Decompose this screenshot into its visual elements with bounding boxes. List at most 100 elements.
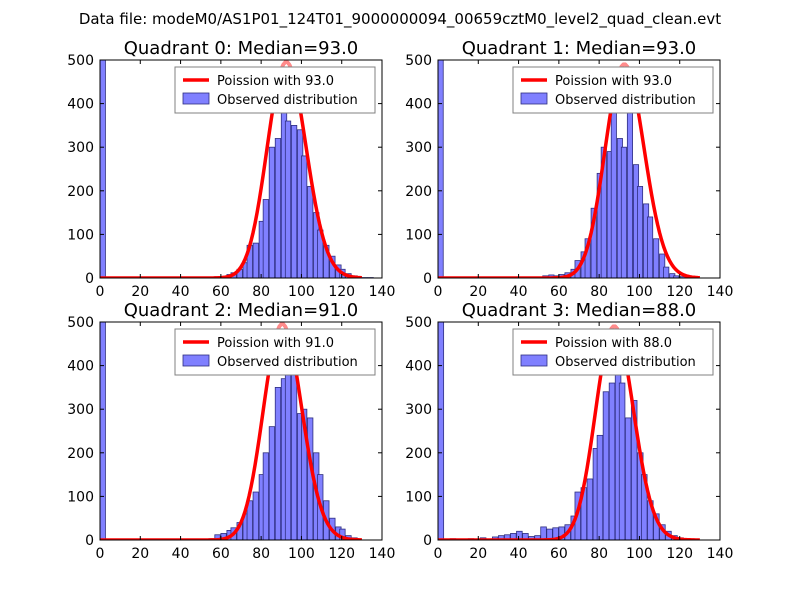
x-tick-label: 80	[590, 284, 608, 300]
x-tick-label: 60	[212, 284, 230, 300]
y-tick-label: 100	[405, 489, 432, 505]
y-tick-label: 200	[405, 446, 432, 462]
y-tick-label: 0	[423, 271, 432, 287]
histogram-bar	[290, 365, 298, 540]
histogram-bar	[301, 155, 308, 278]
x-tick-label: 100	[626, 546, 653, 562]
x-tick-label: 0	[96, 546, 105, 562]
histogram-bar	[268, 146, 276, 278]
y-tick-label: 0	[85, 533, 94, 549]
poisson-curve	[100, 60, 362, 278]
x-tick-label: 40	[172, 284, 190, 300]
histogram-bar	[540, 526, 547, 540]
histogram-bar	[510, 533, 517, 540]
y-tick-label: 500	[67, 315, 94, 331]
legend-label-poisson: Poission with 88.0	[555, 336, 672, 351]
legend-bar-swatch	[182, 92, 210, 105]
y-tick-label: 300	[67, 402, 94, 418]
legend-label-poisson: Poission with 93.0	[555, 74, 672, 89]
histogram-bar	[307, 186, 314, 278]
legend-label-observed: Observed distribution	[217, 355, 358, 370]
histogram-bar	[659, 253, 666, 278]
x-tick-label: 0	[434, 284, 443, 300]
legend-box	[174, 66, 376, 114]
x-tick-label: 100	[626, 284, 653, 300]
y-tick-label: 500	[405, 53, 432, 69]
legend: Poission with 91.0 Observed distribution	[174, 328, 376, 376]
legend-box	[174, 328, 376, 376]
axes-frame	[99, 321, 383, 541]
histogram-bar	[284, 369, 292, 540]
x-tick-label: 120	[328, 284, 355, 300]
panel-quadrant-3: 0 20 40 60 80 100 120 140 0 100 200 300 400 500 Quadra…	[405, 300, 733, 562]
y-tick-label: 0	[423, 533, 432, 549]
poisson-curve	[100, 322, 362, 540]
histogram-bar	[637, 186, 644, 278]
legend: Poission with 93.0 Observed distribution	[174, 66, 376, 114]
legend-box	[512, 66, 714, 114]
axes-frame	[437, 59, 721, 279]
x-tick-label: 140	[369, 284, 396, 300]
histogram-bar	[673, 275, 680, 278]
y-tick-label: 400	[405, 359, 432, 375]
histogram-bar	[284, 120, 292, 278]
x-tick-label: 100	[288, 284, 315, 300]
x-tick-label: 80	[252, 546, 270, 562]
histogram-bar	[522, 533, 529, 540]
legend-label-poisson: Poission with 91.0	[217, 336, 334, 351]
histogram-bar	[214, 534, 221, 540]
histogram-bar	[586, 478, 594, 540]
x-tick-label: 20	[469, 284, 487, 300]
poisson-curve	[438, 62, 700, 278]
y-tick-label: 500	[405, 315, 432, 331]
y-tick-label: 200	[67, 184, 94, 200]
histogram-bar	[252, 242, 259, 278]
axes-frame	[99, 59, 383, 279]
histogram-bar	[618, 382, 626, 540]
histogram-bar	[516, 530, 523, 540]
y-tick-label: 200	[405, 184, 432, 200]
x-tick-label: 80	[252, 284, 270, 300]
x-tick-label: 140	[369, 546, 396, 562]
y-tick-label: 100	[67, 227, 94, 243]
panel-quadrant-0: 0 20 40 60 80 100 120 140 0 100 200 300 400 500 Quadra…	[67, 38, 395, 300]
y-tick-label: 0	[85, 271, 94, 287]
histogram-bar	[647, 216, 654, 278]
legend-box	[512, 328, 714, 376]
legend-label-observed: Observed distribution	[555, 93, 696, 108]
x-tick-label: 100	[288, 546, 315, 562]
legend: Poission with 88.0 Observed distribution	[512, 328, 714, 376]
y-tick-label: 400	[405, 97, 432, 113]
y-tick-label: 100	[67, 489, 94, 505]
legend-label-observed: Observed distribution	[555, 355, 696, 370]
y-tick-label: 300	[405, 140, 432, 156]
histogram-bar	[246, 500, 253, 540]
histogram-bar	[630, 400, 638, 540]
x-tick-label: 80	[590, 546, 608, 562]
panel-title: Quadrant 3: Median=88.0	[462, 300, 697, 321]
poisson-curve	[438, 324, 700, 540]
histogram-bar	[590, 207, 597, 278]
histogram-bar	[290, 125, 298, 278]
histogram-bar	[438, 60, 444, 278]
legend-bar-swatch	[520, 92, 548, 105]
x-tick-label: 20	[469, 546, 487, 562]
panel-quadrant-2: 0 20 40 60 80 100 120 140 0 100 200 300 400 500 Quadra…	[67, 300, 395, 562]
x-tick-label: 0	[96, 284, 105, 300]
legend-label-poisson: Poission with 93.0	[217, 74, 334, 89]
y-tick-label: 500	[67, 53, 94, 69]
histogram-bar	[262, 199, 269, 278]
x-tick-label: 40	[172, 546, 190, 562]
x-tick-label: 120	[666, 546, 693, 562]
histogram-bar	[596, 434, 604, 540]
histogram-bar	[602, 391, 610, 540]
histogram-bar	[504, 534, 511, 540]
x-tick-label: 60	[212, 546, 230, 562]
legend-bar-swatch	[182, 354, 210, 367]
x-tick-label: 120	[328, 546, 355, 562]
y-tick-label: 200	[67, 446, 94, 462]
panel-title: Quadrant 0: Median=93.0	[124, 38, 359, 59]
histogram-bar	[498, 535, 505, 540]
x-tick-label: 20	[131, 284, 149, 300]
